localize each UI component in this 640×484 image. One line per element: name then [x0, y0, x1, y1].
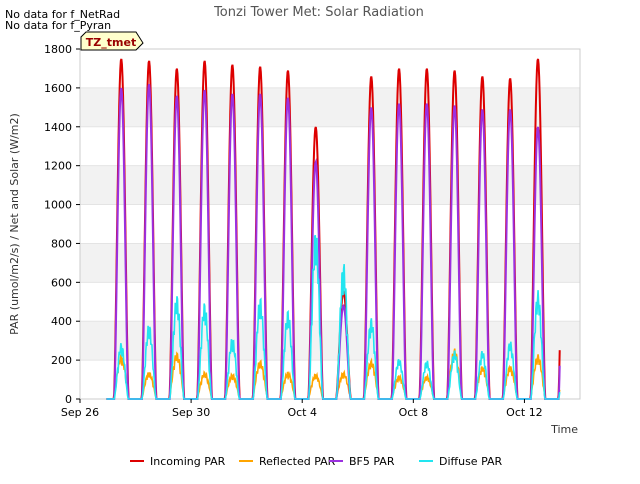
x-tick-label: Oct 8 [399, 406, 429, 419]
x-tick-label: Sep 30 [172, 406, 210, 419]
y-tick-label: 800 [51, 237, 72, 250]
y-tick-label: 1800 [44, 43, 72, 56]
x-tick-label: Oct 4 [287, 406, 317, 419]
legend-label: Reflected PAR [259, 455, 336, 468]
site-badge-label: TZ_tmet [86, 36, 136, 49]
x-tick-label: Oct 12 [506, 406, 543, 419]
y-tick-label: 200 [51, 354, 72, 367]
y-axis-label: PAR (umol/m2/s) / Net and Solar (W/m2) [8, 113, 21, 335]
legend-label: Diffuse PAR [439, 455, 503, 468]
legend-label: BF5 PAR [349, 455, 395, 468]
y-tick-label: 0 [65, 393, 72, 406]
grid-band [80, 87, 580, 127]
x-axis-label: Time [550, 423, 578, 436]
grid-band [80, 165, 580, 205]
series-line-diffuse-par [106, 234, 561, 400]
y-tick-label: 1400 [44, 121, 72, 134]
legend: Incoming PAR Reflected PAR BF5 PAR Diffuse … [130, 455, 503, 468]
grid-band [80, 243, 580, 283]
x-tick-label: Sep 26 [61, 406, 99, 419]
no-data-note-pyran: No data for f_Pyran [5, 19, 111, 32]
chart-title: Tonzi Tower Met: Solar Radiation [213, 5, 424, 20]
y-tick-label: 400 [51, 315, 72, 328]
y-tick-label: 1200 [44, 160, 72, 173]
y-tick-label: 1000 [44, 199, 72, 212]
y-tick-label: 1600 [44, 82, 72, 95]
legend-label: Incoming PAR [150, 455, 226, 468]
y-tick-label: 600 [51, 276, 72, 289]
no-data-note-netrad: No data for f_NetRad [5, 8, 120, 21]
grid-band [80, 321, 580, 361]
site-badge: TZ_tmet [80, 31, 144, 51]
